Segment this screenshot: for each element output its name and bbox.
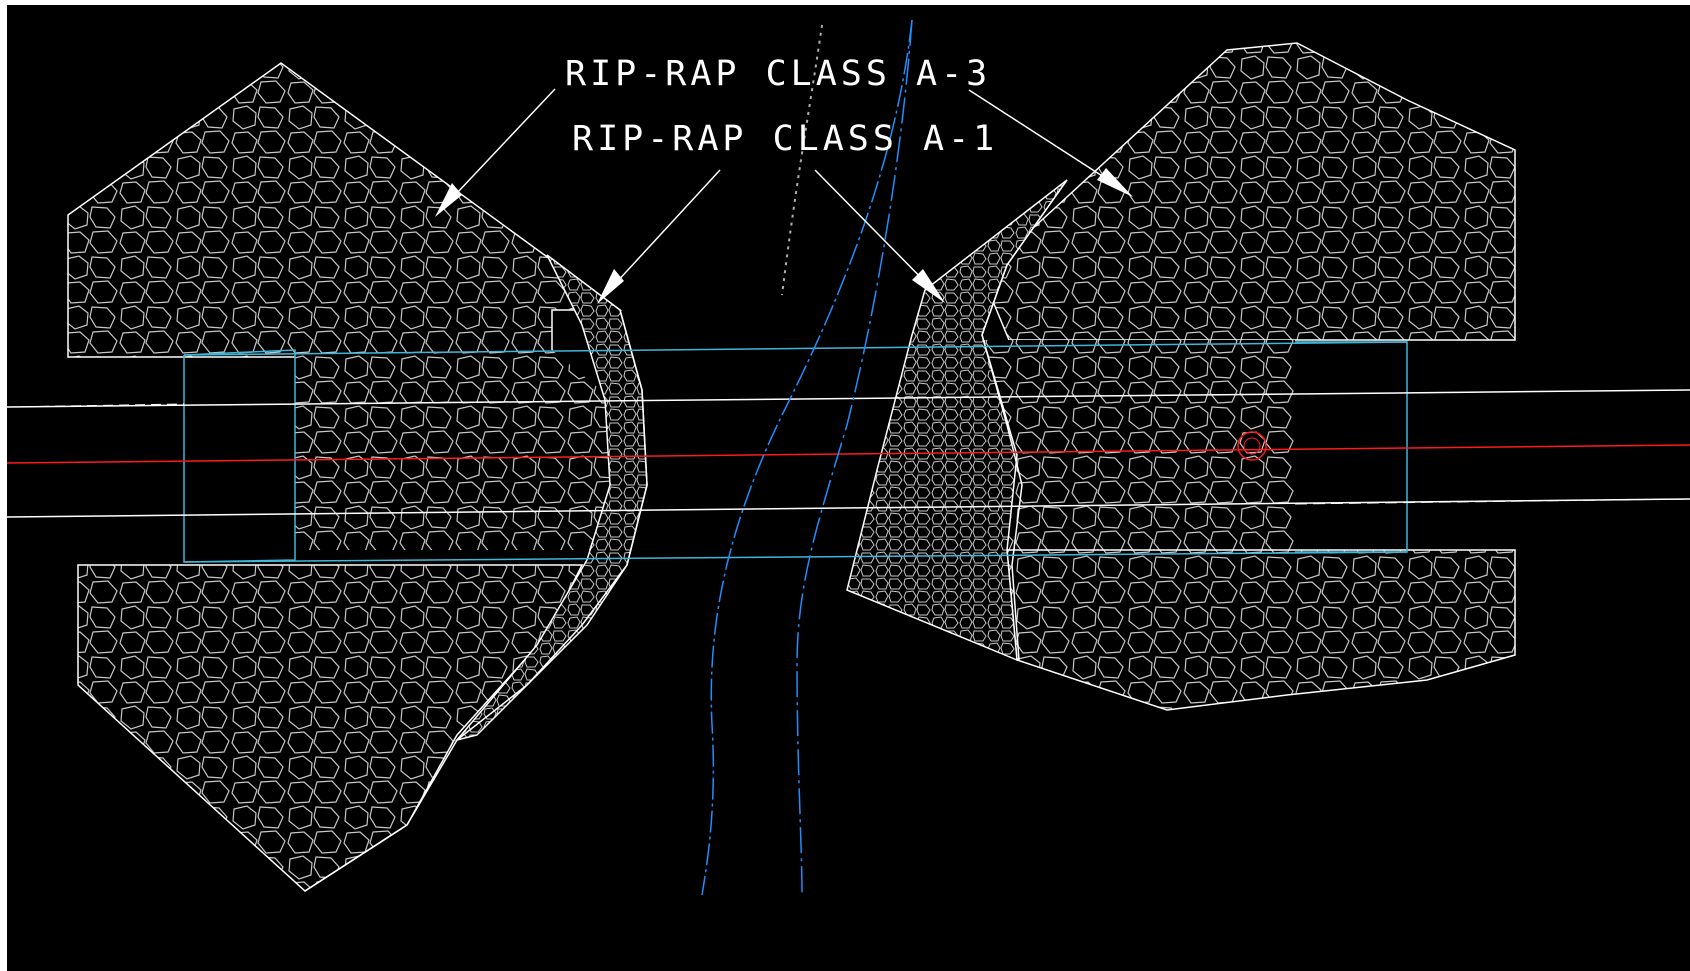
culvert-outline <box>7 341 1690 563</box>
centerline-marker <box>1237 431 1267 461</box>
left-riprap <box>67 62 648 892</box>
right-riprap-a3-upper <box>981 42 1516 341</box>
stream-lines <box>701 19 913 896</box>
right-riprap-a1-divider <box>981 179 1068 661</box>
leaders <box>435 88 1133 304</box>
left-riprap-outline <box>304 309 648 892</box>
label-riprap-class-a3: RIP-RAP CLASS A-3 <box>565 54 991 94</box>
culvert-bottom-edge <box>183 551 1408 563</box>
pipe-top-dashed-left <box>7 403 185 408</box>
pipe-centerline <box>7 444 1690 464</box>
leader-a1-right-arrow <box>912 269 945 303</box>
leader-a1-left <box>602 169 721 298</box>
leader-a3-right-arrow <box>1097 168 1133 197</box>
left-headwall <box>183 349 296 563</box>
left-riprap-a3-middle <box>295 350 625 550</box>
cad-drawing-canvas[interactable]: RIP-RAP CLASS A-3 RIP-RAP CLASS A-1 <box>7 5 1690 971</box>
left-riprap-a3-lower <box>77 564 584 892</box>
culvert-top-edge <box>183 341 1408 356</box>
right-riprap <box>846 42 1516 711</box>
pipe-top-line <box>7 389 1690 408</box>
leader-a3-left <box>440 88 556 211</box>
pipe-bottom-dashed-right <box>1294 498 1690 505</box>
left-riprap-a3-upper <box>67 62 623 358</box>
stream-right-bank <box>796 19 913 896</box>
label-riprap-class-a1: RIP-RAP CLASS A-1 <box>572 119 998 159</box>
centerline-marker-inner <box>1243 437 1261 455</box>
right-headwall <box>1295 341 1408 553</box>
pipe-bottom-line <box>7 498 1690 518</box>
leader-a3-right <box>968 89 1128 193</box>
cad-drawing-viewport[interactable]: RIP-RAP CLASS A-3 RIP-RAP CLASS A-1 <box>7 5 1690 971</box>
leader-a3-left-arrow <box>435 183 462 217</box>
leader-a1-left-arrow <box>597 269 624 304</box>
right-riprap-a3-lower <box>1006 549 1516 711</box>
right-riprap-a3-middle <box>982 340 1295 550</box>
stream-left-bank <box>701 19 913 896</box>
